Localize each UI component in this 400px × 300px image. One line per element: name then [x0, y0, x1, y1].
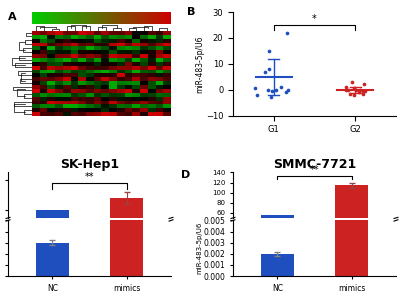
- Point: [282, 90, 289, 94]
- Point: [278, 85, 284, 89]
- Bar: [335, 220, 368, 276]
- Text: **: **: [310, 165, 319, 175]
- Point: [264, 87, 271, 92]
- Y-axis label: miR-483-5p/U6: miR-483-5p/U6: [195, 35, 204, 92]
- Point: [352, 87, 359, 92]
- Text: A: A: [8, 12, 17, 22]
- Point: [285, 87, 291, 92]
- Title: SMMC-7721: SMMC-7721: [273, 158, 356, 171]
- Point: [359, 91, 366, 96]
- Text: B: B: [187, 7, 196, 17]
- Point: [273, 87, 280, 92]
- Point: [351, 86, 357, 91]
- Bar: [335, 185, 368, 243]
- Text: D: D: [181, 170, 190, 180]
- Point: [361, 82, 368, 87]
- Bar: [36, 210, 69, 218]
- Point: [268, 88, 275, 93]
- Bar: [110, 220, 143, 276]
- Point: [254, 92, 260, 97]
- Point: [351, 92, 358, 97]
- Point: [262, 69, 268, 74]
- Text: *: *: [312, 14, 317, 24]
- Point: [346, 92, 353, 97]
- Point: [266, 67, 273, 71]
- Point: [343, 88, 350, 93]
- Point: [361, 88, 368, 93]
- Point: [357, 88, 363, 93]
- Bar: [261, 215, 294, 218]
- Point: [268, 95, 274, 100]
- Point: [345, 87, 351, 92]
- Text: **: **: [85, 172, 94, 182]
- Y-axis label: miR-483-5p/U6: miR-483-5p/U6: [196, 222, 202, 274]
- Bar: [110, 198, 143, 300]
- Point: [266, 48, 272, 53]
- Point: [349, 80, 355, 84]
- Point: [359, 88, 366, 93]
- Point: [356, 90, 362, 94]
- Title: SK-Hep1: SK-Hep1: [60, 158, 119, 171]
- Bar: [261, 254, 294, 276]
- Point: [284, 30, 290, 35]
- Point: [343, 85, 350, 89]
- Bar: [36, 243, 69, 276]
- Point: [252, 86, 258, 91]
